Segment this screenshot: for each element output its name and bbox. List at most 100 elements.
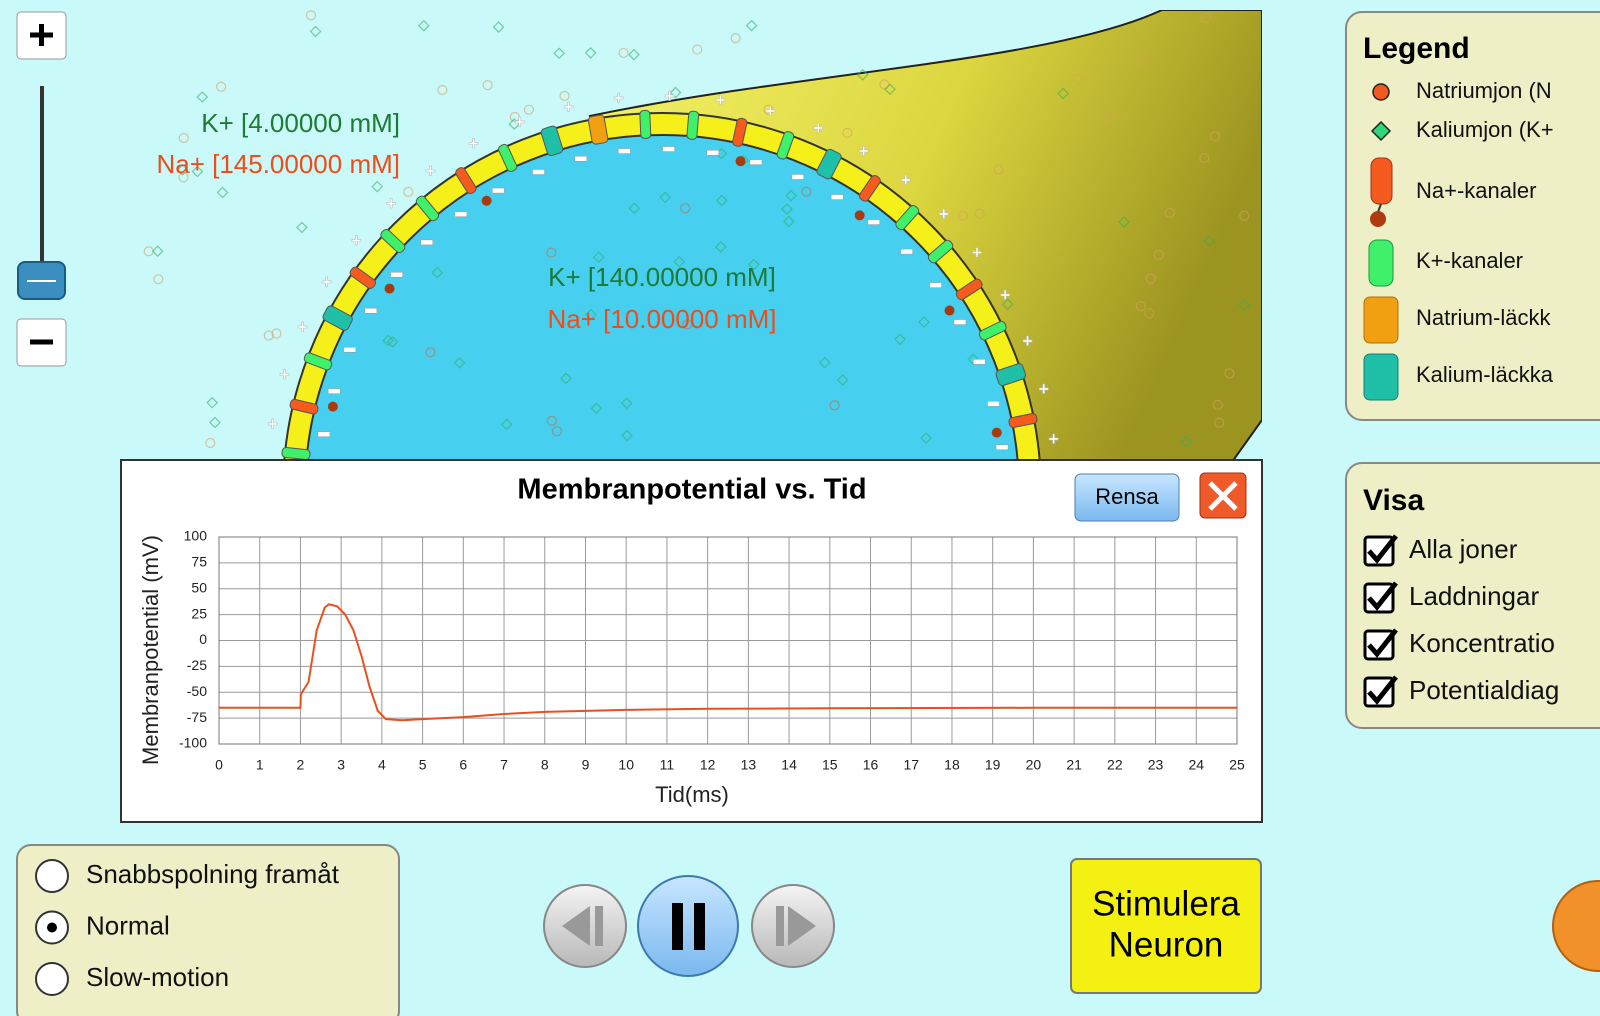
potassium-icon xyxy=(1370,120,1392,142)
sodium-ion xyxy=(993,164,1004,175)
clear-button[interactable] xyxy=(1074,473,1180,522)
potassium-ion xyxy=(1057,87,1070,100)
potassium-ion xyxy=(196,91,209,103)
sodium-ion xyxy=(482,79,493,91)
sodium-ion xyxy=(271,328,282,339)
channel xyxy=(349,266,376,289)
potassium-ion xyxy=(176,163,189,176)
channel-gate xyxy=(481,195,492,206)
pause-icon xyxy=(672,903,705,950)
x-tick-label: 12 xyxy=(700,757,716,773)
channel xyxy=(322,305,353,331)
potassium-ion xyxy=(628,202,641,215)
sodium-ion xyxy=(680,202,691,214)
y-tick-label: 0 xyxy=(199,631,207,647)
x-tick-label: 25 xyxy=(1229,757,1245,773)
charge-plus: + xyxy=(267,414,278,434)
charge-plus: + xyxy=(938,204,949,224)
y-tick-label: -50 xyxy=(187,683,207,699)
sodium-ion xyxy=(1210,131,1221,142)
sodium-ion xyxy=(1072,73,1083,85)
charge-minus xyxy=(364,307,378,314)
legend-items: Natriumjon (N Kaliumjon (K+ Na+-kanaler K+-… xyxy=(1416,78,1554,387)
checkmark xyxy=(1367,581,1398,611)
x-tick-label: 0 xyxy=(215,757,223,773)
potassium-ion xyxy=(553,47,566,60)
charge-plus: + xyxy=(972,242,983,262)
radio-button[interactable] xyxy=(35,859,69,893)
checkbox-label: Koncentratio xyxy=(1409,628,1555,658)
show-background xyxy=(1345,462,1600,729)
potassium-ion xyxy=(500,418,513,431)
sodium-ion xyxy=(215,81,227,92)
charge-plus: + xyxy=(858,141,869,161)
sodium-ion xyxy=(437,84,448,96)
checkmark xyxy=(1367,675,1398,705)
x-tick-label: 22 xyxy=(1107,757,1123,773)
na-gate-icon xyxy=(1370,211,1386,227)
channel xyxy=(995,363,1027,387)
potassium-ion xyxy=(309,25,322,38)
channel xyxy=(303,352,333,371)
channel xyxy=(955,278,983,301)
y-tick-label: 75 xyxy=(191,554,207,570)
potassium-ion xyxy=(884,83,896,96)
potassium-ion xyxy=(1001,298,1014,311)
sodium-ion xyxy=(1135,301,1146,312)
potassium-ion xyxy=(453,356,466,369)
chart-title: Membranpotential vs. Tid xyxy=(517,474,866,506)
x-tick-label: 14 xyxy=(781,757,797,773)
charge-plus: + xyxy=(715,90,726,110)
sodium-ion xyxy=(957,210,969,221)
legend-item: Natrium-läckk xyxy=(1416,305,1551,330)
legend-panel: Legend Natriumjon (N Kaliumjon (K+ Na+-kan… xyxy=(1345,11,1600,421)
radio-button[interactable] xyxy=(35,962,69,996)
sodium-ion xyxy=(178,132,189,144)
x-tick-label: 5 xyxy=(419,757,427,773)
channel xyxy=(540,125,564,157)
charge-plus: + xyxy=(563,97,574,117)
potassium-ion xyxy=(560,372,572,385)
potassium-ion xyxy=(492,21,505,33)
channel xyxy=(498,143,518,172)
pause-button[interactable] xyxy=(637,875,739,977)
legend-item: Kaliumjon (K+ xyxy=(1416,117,1554,142)
stimulate-button[interactable] xyxy=(1070,858,1262,994)
y-tick-label: 50 xyxy=(191,579,207,595)
outside-na: Na+ [145.00000 mM] xyxy=(156,149,400,179)
potassium-ion xyxy=(659,191,672,204)
x-tick-label: 4 xyxy=(378,757,386,773)
potassium-ion xyxy=(714,241,727,253)
x-tick-label: 23 xyxy=(1148,757,1164,773)
x-tick-label: 21 xyxy=(1066,757,1082,773)
reset-button[interactable] xyxy=(1552,880,1600,972)
potassium-ion xyxy=(585,308,597,321)
charge-minus xyxy=(492,187,505,194)
x-tick-label: 9 xyxy=(582,757,590,773)
sodium-ion xyxy=(1144,308,1155,319)
x-axis-label: Tid(ms) xyxy=(655,782,729,807)
channel xyxy=(816,148,842,180)
zoom-control xyxy=(16,11,67,367)
channel xyxy=(587,114,609,145)
charge-minus xyxy=(973,359,986,365)
plus-icon xyxy=(30,24,53,46)
charge-minus xyxy=(900,248,913,255)
channel xyxy=(415,195,440,222)
playback-controls xyxy=(543,875,835,977)
potassium-ion xyxy=(856,68,869,81)
inside-k: K+ [140.00000 mM] xyxy=(548,262,776,292)
charge-plus: + xyxy=(351,231,362,251)
sodium-ion xyxy=(842,127,853,138)
channel xyxy=(858,175,881,202)
x-tick-label: 20 xyxy=(1026,757,1042,773)
channel-gate xyxy=(944,305,955,316)
channel xyxy=(927,239,954,264)
potassium-ion xyxy=(209,416,221,429)
potassium-ion xyxy=(371,180,384,193)
sodium-ion xyxy=(546,415,557,426)
potassium-ion xyxy=(781,203,793,215)
sodium-ion xyxy=(1137,56,1148,67)
charge-minus xyxy=(867,219,880,225)
stimulate-label: Stimulera xyxy=(1092,884,1240,923)
